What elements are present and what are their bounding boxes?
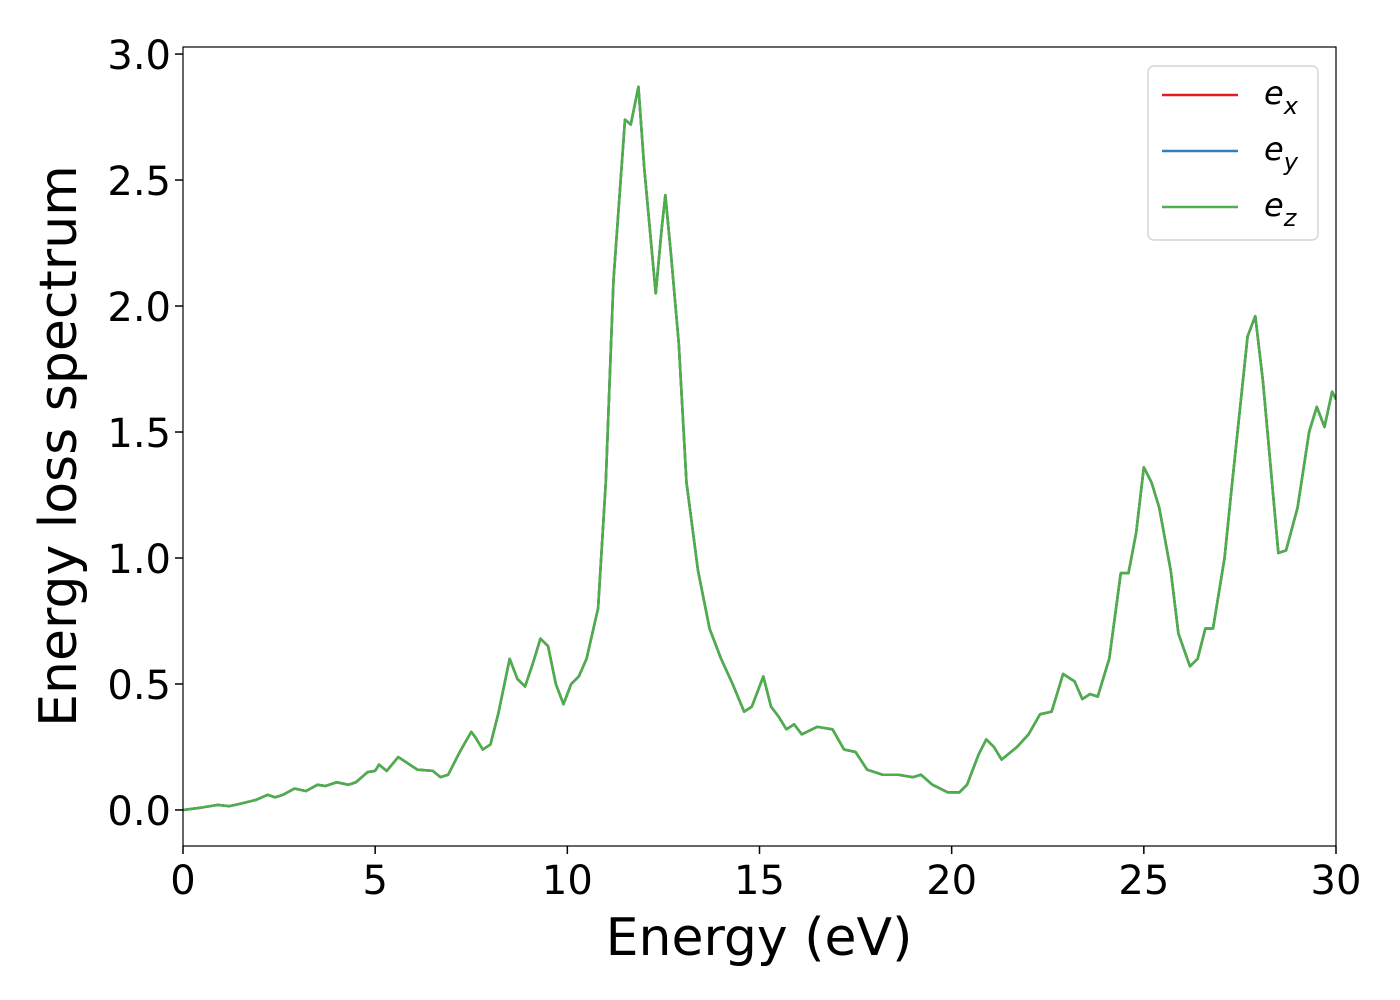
x-tick-label: 20 [926, 858, 977, 904]
y-tick-label: 2.5 [107, 159, 171, 205]
x-tick-label: 15 [734, 858, 785, 904]
legend-label: ey [1264, 130, 1299, 176]
x-tick-label: 10 [542, 858, 593, 904]
x-tick-label: 0 [170, 858, 195, 904]
legend-label: ex [1264, 74, 1299, 120]
y-tick-label: 3.0 [107, 33, 171, 79]
x-tick-label: 25 [1118, 858, 1169, 904]
x-tick-label: 5 [362, 858, 387, 904]
x-tick-label: 30 [1311, 858, 1362, 904]
y-axis-label: Energy loss spectrum [29, 165, 89, 727]
x-axis-label: Energy (eV) [606, 908, 913, 968]
y-tick-label: 0.0 [107, 789, 171, 835]
series-line [183, 85, 1336, 812]
legend-label: ez [1264, 186, 1298, 232]
y-tick-label: 0.5 [107, 663, 171, 709]
plot-frame [182, 46, 1337, 847]
y-tick-label: 2.0 [107, 285, 171, 331]
legend-box [1147, 65, 1319, 241]
y-tick-label: 1.5 [107, 411, 171, 457]
y-tick-label: 1.0 [107, 537, 171, 583]
